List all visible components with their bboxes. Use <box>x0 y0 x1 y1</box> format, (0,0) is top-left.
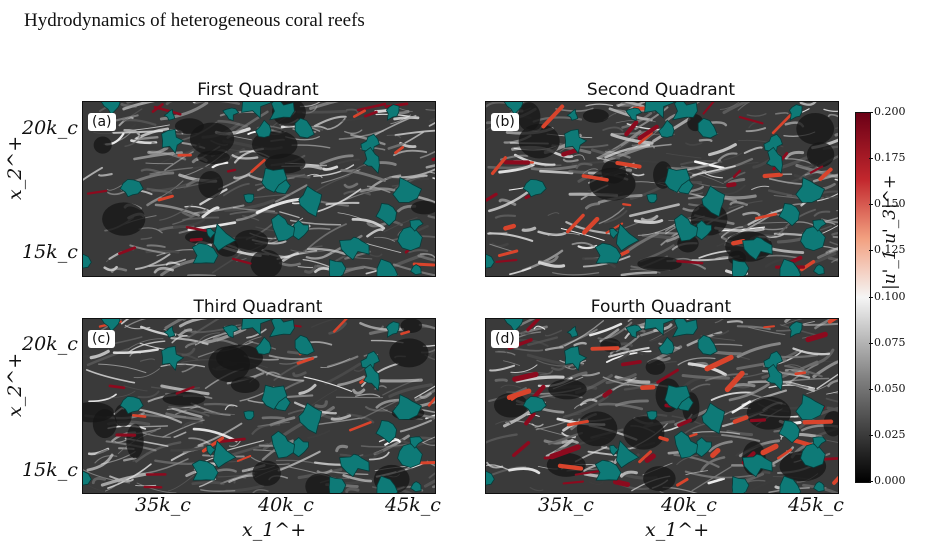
colorbar-tick-mark <box>869 296 873 298</box>
colorbar-tick-mark <box>869 342 873 344</box>
panel-d <box>485 318 839 494</box>
y-tick-15kc-top: 15k_c <box>22 241 78 263</box>
field-plot-d <box>486 319 838 493</box>
panel-a <box>82 101 436 277</box>
colorbar <box>855 112 871 483</box>
colorbar-tick-label: 0.025 <box>874 427 906 441</box>
colorbar-tick-mark <box>869 481 873 482</box>
colorbar-tick-label: 0.200 <box>874 105 906 118</box>
colorbar-tick-mark <box>869 158 873 160</box>
y-tick-20kc-top: 20k_c <box>22 117 78 139</box>
panel-label-d: (d) <box>491 330 519 348</box>
y-axis-label-bottom: x_2^+ <box>4 352 26 417</box>
x-tick-40kc-left: 40k_c <box>258 494 314 516</box>
panel-label-c: (c) <box>88 330 115 348</box>
field-plot-b <box>486 102 838 276</box>
panel-label-a: (a) <box>88 113 116 131</box>
running-head: Hydrodynamics of heterogeneous coral ree… <box>24 10 365 31</box>
colorbar-tick-label: 0.050 <box>874 381 906 395</box>
colorbar-label: |u'_1 u'_3|^+ <box>880 174 900 290</box>
colorbar-tick-mark <box>869 250 873 252</box>
field-plot-a <box>83 102 435 276</box>
panel-label-b: (b) <box>491 113 519 131</box>
y-tick-15kc-bottom: 15k_c <box>22 459 78 481</box>
x-tick-40kc-right: 40k_c <box>661 494 717 516</box>
x-tick-45kc-right: 45k_c <box>788 494 844 516</box>
x-axis-label-left: x_1^+ <box>242 519 307 541</box>
colorbar-tick-label: 0.125 <box>874 243 906 257</box>
colorbar-tick-mark <box>869 112 873 113</box>
panel-title-b: Second Quadrant <box>586 80 736 100</box>
panel-title-a: First Quadrant <box>197 80 319 100</box>
colorbar-tick-label: 0.175 <box>874 151 906 165</box>
panel-c <box>82 318 436 494</box>
panel-b <box>485 101 839 277</box>
x-axis-label-right: x_1^+ <box>645 519 710 541</box>
colorbar-tick-label: 0.075 <box>874 335 906 349</box>
colorbar-tick-mark <box>869 388 873 390</box>
x-tick-35kc-left: 35k_c <box>135 494 191 516</box>
x-tick-35kc-right: 35k_c <box>538 494 594 516</box>
colorbar-tick-label: 0.150 <box>874 197 906 211</box>
y-tick-20kc-bottom: 20k_c <box>22 333 78 355</box>
y-axis-label-top: x_2^+ <box>4 135 26 200</box>
colorbar-tick-mark <box>869 434 873 436</box>
x-tick-45kc-left: 45k_c <box>385 494 441 516</box>
panel-title-d: Fourth Quadrant <box>590 297 732 317</box>
colorbar-tick-label: 0.000 <box>874 474 906 487</box>
panel-title-c: Third Quadrant <box>193 297 323 317</box>
colorbar-tick-label: 0.100 <box>874 289 906 303</box>
field-plot-c <box>83 319 435 493</box>
colorbar-tick-mark <box>869 204 873 206</box>
